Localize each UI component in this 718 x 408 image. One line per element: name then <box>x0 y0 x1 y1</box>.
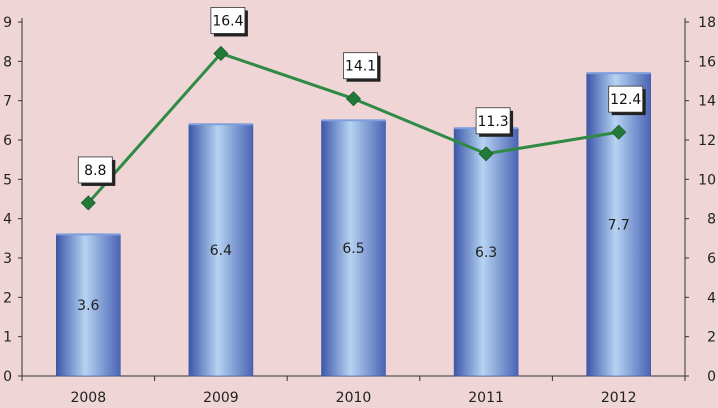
right-tick-label: 12 <box>698 133 716 149</box>
line-marker <box>213 45 229 62</box>
bar-value-label: 6.4 <box>210 243 232 259</box>
bar <box>188 123 254 377</box>
left-tick-label: 6 <box>3 133 12 149</box>
line-series <box>80 45 627 211</box>
callout-box <box>475 107 511 135</box>
line-marker <box>611 124 627 140</box>
line-marker <box>80 195 96 211</box>
left-tick-label: 3 <box>3 251 12 267</box>
right-tick-label: 10 <box>698 172 716 188</box>
line-marker <box>345 91 362 107</box>
right-tick-label: 2 <box>707 330 716 346</box>
bar-value-label: 7.7 <box>608 218 630 234</box>
x-tick-label: 2012 <box>601 390 637 406</box>
bars <box>55 72 652 377</box>
bar-top-edge <box>586 72 651 75</box>
bar <box>453 127 519 377</box>
callout-box <box>608 85 644 113</box>
left-tick-label: 0 <box>3 369 12 385</box>
x-tick-label: 2009 <box>203 390 239 406</box>
right-tick-label: 16 <box>698 54 716 70</box>
left-tick-label: 1 <box>3 330 12 346</box>
bar-value-label: 6.5 <box>342 241 364 257</box>
right-tick-label: 14 <box>698 94 716 110</box>
data-labels: 3.6 6.4 6.5 6.3 7.7 8.8 16.4 14.1 11.3 12.4 <box>77 7 646 314</box>
line-value-label: 12.4 <box>610 92 641 108</box>
line-value-label: 11.3 <box>478 114 509 130</box>
x-tick-label: 2008 <box>70 390 106 406</box>
left-tick-label: 2 <box>3 290 12 306</box>
bar-top-edge <box>188 123 253 126</box>
left-tick-label: 5 <box>3 172 12 188</box>
bar <box>586 72 652 377</box>
right-tick-label: 18 <box>698 15 716 31</box>
bar-value-label: 3.6 <box>77 298 99 314</box>
callout-box <box>77 156 113 184</box>
bar <box>55 234 121 377</box>
left-tick-label: 9 <box>3 15 12 31</box>
right-tick-label: 0 <box>707 369 716 385</box>
line-value-label: 14.1 <box>345 59 376 75</box>
bar-top-edge <box>56 233 121 236</box>
bar-top-edge <box>321 119 386 122</box>
x-tick-label: 2011 <box>468 390 504 406</box>
x-tick-label: 2010 <box>336 390 372 406</box>
right-tick-label: 4 <box>707 290 716 306</box>
line-value-label: 8.8 <box>84 163 106 179</box>
bar-value-label: 6.3 <box>475 245 497 261</box>
left-tick-label: 7 <box>3 94 12 110</box>
left-tick-label: 8 <box>3 54 12 70</box>
right-tick-label: 6 <box>707 251 716 267</box>
line-marker <box>478 146 494 162</box>
line-value-label: 16.4 <box>212 13 243 29</box>
callout-box <box>343 52 378 80</box>
left-tick-label: 4 <box>3 212 12 228</box>
right-tick-label: 8 <box>707 212 716 228</box>
callout-box <box>210 7 246 34</box>
bar <box>321 120 386 377</box>
